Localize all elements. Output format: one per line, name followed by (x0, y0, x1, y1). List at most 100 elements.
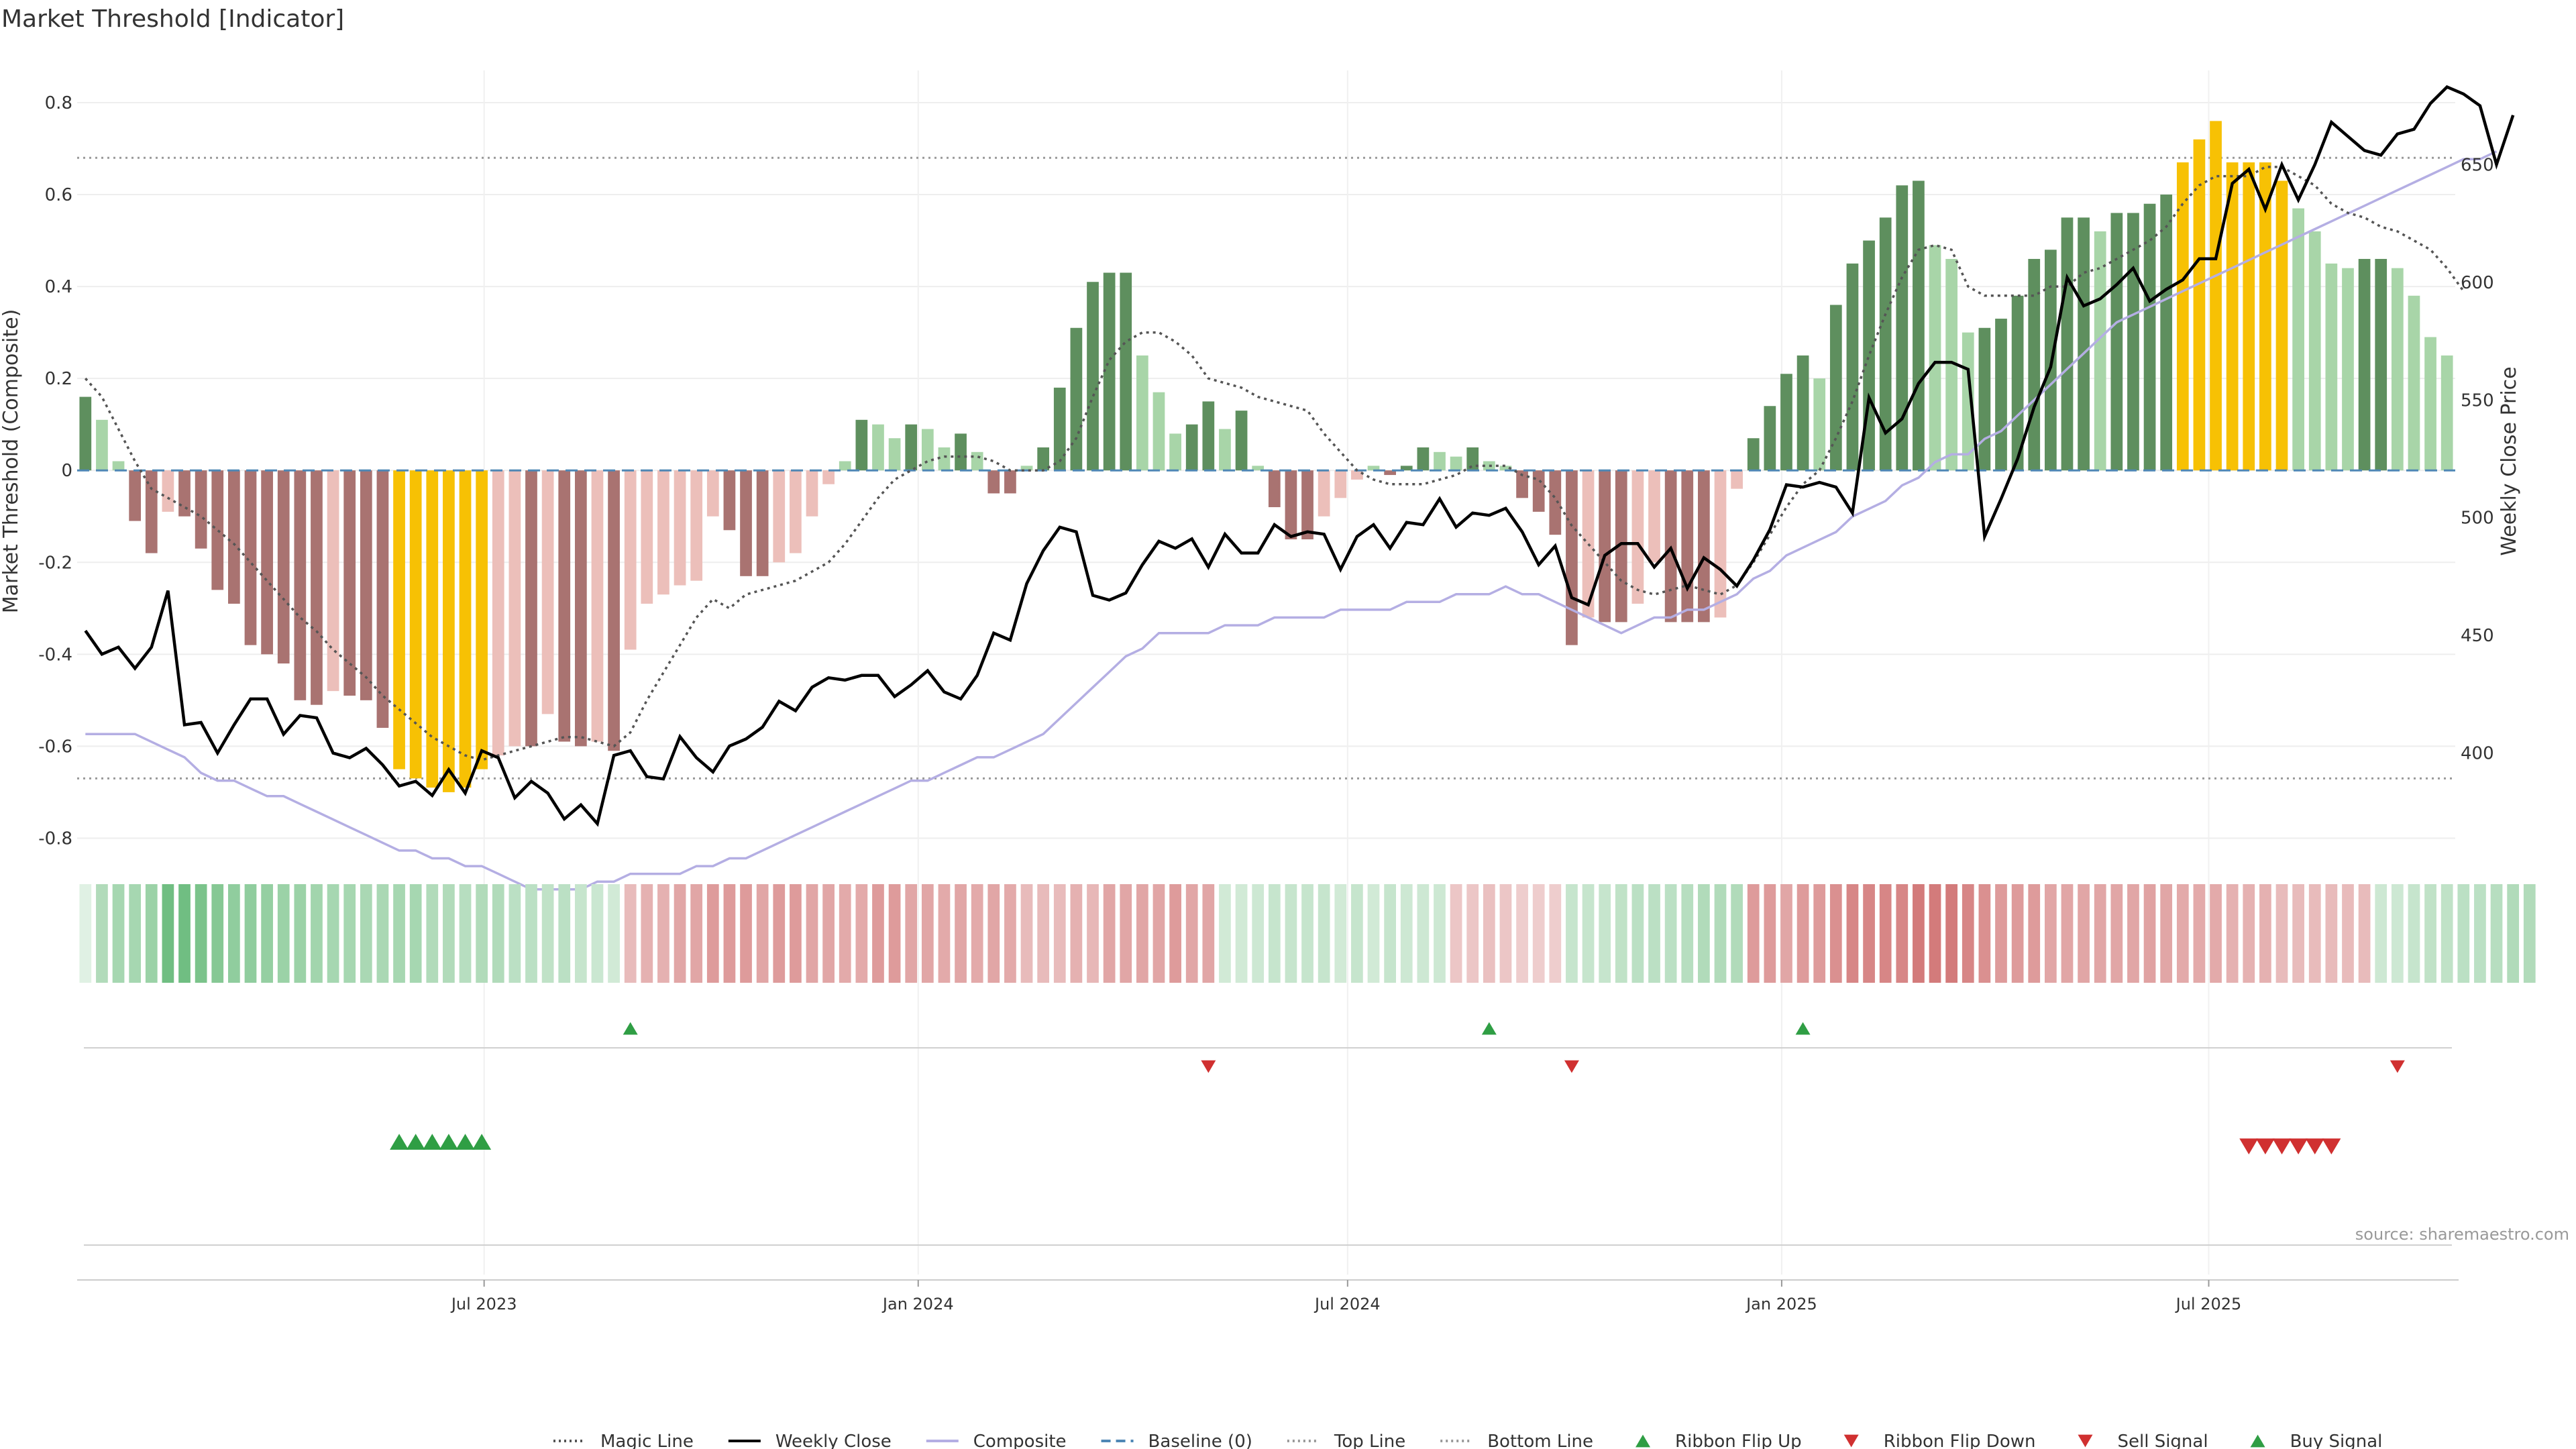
ribbon-cell (244, 884, 257, 983)
ribbon-cell (327, 884, 339, 983)
composite-bar (2160, 195, 2173, 471)
y-right-tick-label: 450 (2461, 626, 2494, 646)
composite-bar (1103, 272, 1116, 471)
composite-bar (1582, 470, 1595, 618)
threshold-lines (77, 156, 2455, 780)
composite-bar (2193, 139, 2206, 471)
buy-signal-marker (455, 1134, 475, 1150)
ribbon-cell (426, 884, 439, 983)
legend-label: Magic Line (600, 1432, 694, 1449)
composite-bar (740, 470, 752, 576)
ribbon-cell (1846, 884, 1859, 983)
x-tick-label: Jan 2025 (1745, 1295, 1817, 1313)
source-credit: source: sharemaestro.com (2355, 1225, 2569, 1244)
composite-bar (1152, 392, 1165, 471)
ribbon-cell (2259, 884, 2271, 983)
ribbon-cell (2358, 884, 2371, 983)
ribbon-cell (1764, 884, 1776, 983)
composite-bar (1334, 470, 1347, 498)
ribbon-cell (1796, 884, 1809, 983)
sell-signal-marker (2272, 1138, 2292, 1155)
ribbon-cell (1631, 884, 1644, 983)
composite-bar (492, 470, 504, 756)
ribbon-cell (1219, 884, 1231, 983)
ribbon-cell (1235, 884, 1248, 983)
ribbon-cell (2275, 884, 2288, 983)
ribbon-cell (987, 884, 1000, 983)
ribbon-cell (1334, 884, 1347, 983)
composite-bar (459, 470, 472, 788)
sell-signal-marker (2305, 1138, 2324, 1155)
composite-bar (1384, 470, 1396, 476)
composite-bar (409, 470, 422, 779)
ribbon-cell (872, 884, 884, 983)
composite-bar (2292, 208, 2304, 471)
composite-bar (294, 470, 307, 700)
composite-bar (2259, 162, 2271, 471)
legend-label: Ribbon Flip Down (1884, 1432, 2036, 1449)
ribbon-cell (2424, 884, 2436, 983)
sell-signal-marker (2322, 1138, 2341, 1155)
composite-bar (2275, 180, 2288, 471)
legend: Magic Line Weekly Close Composite Baseline … (553, 1432, 2382, 1449)
composite-bar (987, 470, 1000, 494)
y-left-tick-label: 0.6 (45, 185, 72, 205)
ribbon-cell (591, 884, 604, 983)
composite-bar (1301, 470, 1313, 539)
y-left-tick-label: 0.2 (45, 369, 72, 389)
ribbon-cell (1913, 884, 1925, 983)
ribbon-cell (1978, 884, 1991, 983)
sell-signal-marker (2289, 1138, 2308, 1155)
composite-bar (2424, 337, 2436, 471)
ribbon-cell (2094, 884, 2106, 983)
ribbon-flip-down-marker (1564, 1060, 1579, 1073)
composite-bar (1417, 447, 1430, 471)
composite-bar (1268, 470, 1281, 508)
ribbon-cell (459, 884, 472, 983)
composite-bar (79, 396, 92, 471)
ribbon-cell (938, 884, 951, 983)
composite-bar (2127, 213, 2139, 471)
ribbon-cell (773, 884, 786, 983)
composite-bar (1185, 424, 1198, 471)
ribbon-cell (2292, 884, 2304, 983)
ribbon-cell (756, 884, 769, 983)
ribbon-cell (1053, 884, 1066, 983)
ribbon-cell (2210, 884, 2222, 983)
composite-bar (822, 470, 835, 484)
ribbon-cell (145, 884, 158, 983)
ribbon-cell (1367, 884, 1380, 983)
axes: 0.8 0.6 0.4 0.2 0 -0.2 -0.4 -0.6 -0.8 650 600 550 50… (0, 93, 2521, 849)
composite-bar (261, 470, 273, 655)
composite-bar (1698, 470, 1710, 623)
ribbon-cell (1863, 884, 1875, 983)
ribbon-cell (822, 884, 835, 983)
ribbon-cell (1450, 884, 1462, 983)
y-right-axis-label: Weekly Close Price (2498, 366, 2521, 555)
ribbon-cell (1400, 884, 1413, 983)
composite-bar (476, 470, 488, 769)
ribbon-cell (1169, 884, 1181, 983)
ribbon-cell (1615, 884, 1627, 983)
ribbon-cell (376, 884, 389, 983)
composite-bar (2078, 217, 2090, 471)
composite-bar (443, 470, 455, 792)
ribbon-cell (311, 884, 323, 983)
ribbon-cell (790, 884, 802, 983)
ribbon-cell (178, 884, 191, 983)
buy-signal-marker (406, 1134, 425, 1150)
legend-label: Baseline (0) (1148, 1432, 1252, 1449)
ribbon-cell (2143, 884, 2156, 983)
ribbon-cell (96, 884, 108, 983)
composite-bar (311, 470, 323, 705)
ribbon-cell (1879, 884, 1892, 983)
ribbon-cell (393, 884, 405, 983)
buy-signal-marker (423, 1134, 442, 1150)
composite-bar (1202, 401, 1215, 471)
legend-label: Weekly Close (775, 1432, 892, 1449)
ribbon-cell (2391, 884, 2404, 983)
ribbon-cell (2440, 884, 2453, 983)
ribbon-cell (1483, 884, 1495, 983)
composite-bar (855, 419, 868, 471)
composite-bar (1764, 406, 1776, 471)
